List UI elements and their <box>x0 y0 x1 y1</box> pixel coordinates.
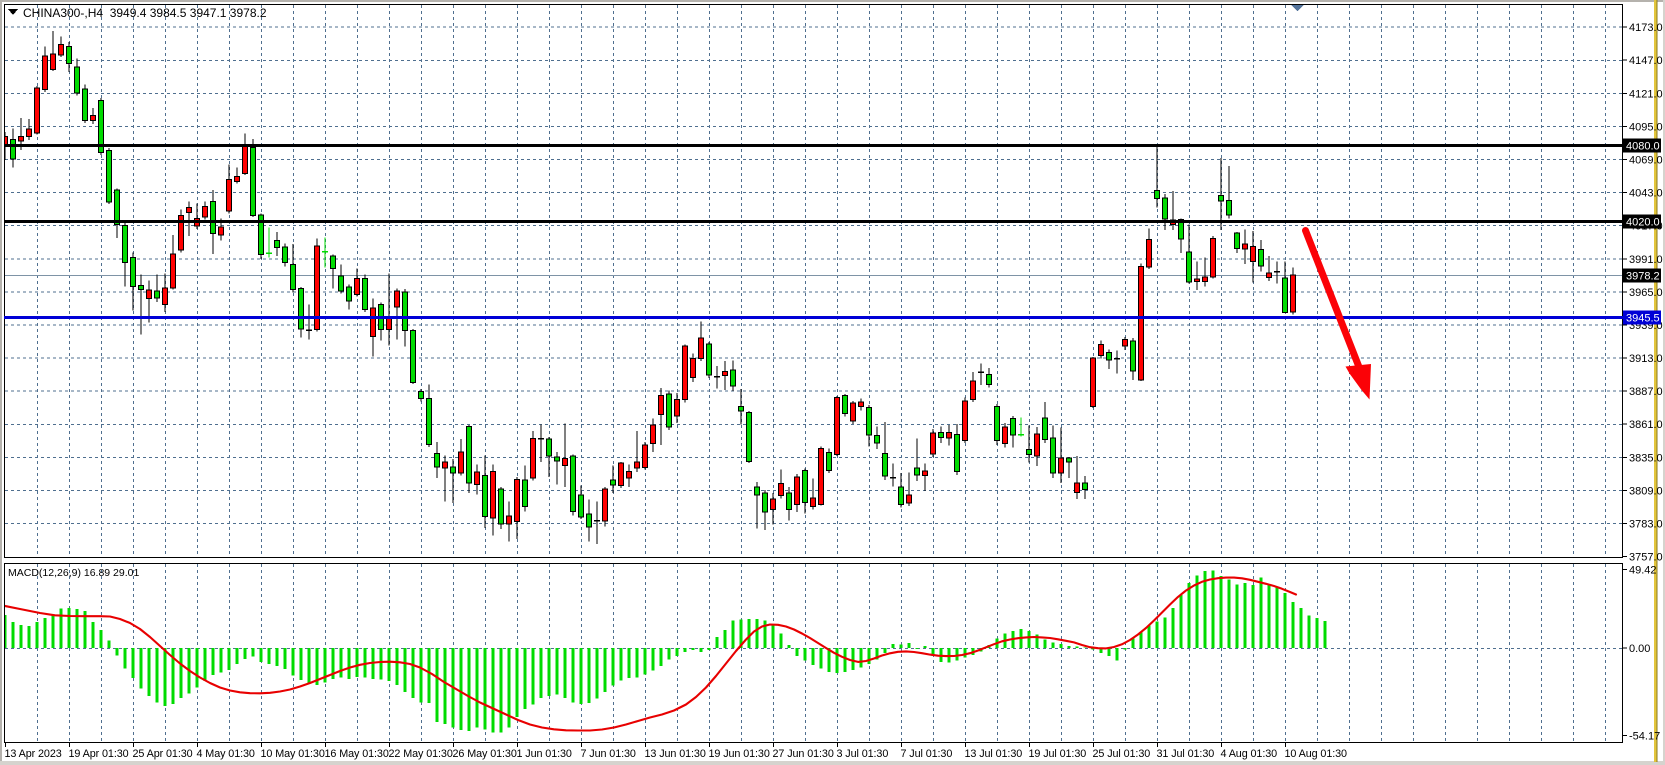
svg-text:7 Jul 01:30: 7 Jul 01:30 <box>901 748 953 760</box>
svg-text:10 Aug 01:30: 10 Aug 01:30 <box>1285 748 1348 760</box>
svg-text:3887.0: 3887.0 <box>1629 386 1663 398</box>
svg-text:1 Jun 01:30: 1 Jun 01:30 <box>517 748 572 760</box>
svg-text:-54.17: -54.17 <box>1629 731 1660 743</box>
svg-text:3861.0: 3861.0 <box>1629 419 1663 431</box>
svg-text:49.42: 49.42 <box>1629 565 1657 577</box>
svg-text:16 May 01:30: 16 May 01:30 <box>325 748 389 760</box>
svg-text:4043.0: 4043.0 <box>1629 188 1663 200</box>
svg-text:3965.0: 3965.0 <box>1629 287 1663 299</box>
svg-text:3809.0: 3809.0 <box>1629 485 1663 497</box>
svg-text:25 Apr 01:30: 25 Apr 01:30 <box>133 748 193 760</box>
svg-text:4095.0: 4095.0 <box>1629 121 1663 133</box>
svg-text:3783.0: 3783.0 <box>1629 518 1663 530</box>
svg-text:3945.5: 3945.5 <box>1626 313 1660 325</box>
svg-text:22 May 01:30: 22 May 01:30 <box>389 748 453 760</box>
svg-text:4147.0: 4147.0 <box>1629 55 1663 67</box>
svg-text:19 Jul 01:30: 19 Jul 01:30 <box>1029 748 1087 760</box>
svg-text:7 Jun 01:30: 7 Jun 01:30 <box>581 748 636 760</box>
svg-text:19 Jun 01:30: 19 Jun 01:30 <box>709 748 770 760</box>
svg-text:4 May 01:30: 4 May 01:30 <box>197 748 255 760</box>
svg-text:CHINA300-,H4 3949.4 3984.5 39: CHINA300-,H4 3949.4 3984.5 3947.1 3978.2 <box>23 6 267 20</box>
svg-text:4121.0: 4121.0 <box>1629 88 1663 100</box>
svg-text:0.00: 0.00 <box>1629 643 1650 655</box>
svg-text:25 Jul 01:30: 25 Jul 01:30 <box>1093 748 1151 760</box>
svg-text:27 Jun 01:30: 27 Jun 01:30 <box>773 748 834 760</box>
svg-text:3913.0: 3913.0 <box>1629 353 1663 365</box>
svg-text:19 Apr 01:30: 19 Apr 01:30 <box>69 748 129 760</box>
svg-text:3 Jul 01:30: 3 Jul 01:30 <box>837 748 889 760</box>
svg-text:4020.0: 4020.0 <box>1626 217 1660 229</box>
svg-text:3835.0: 3835.0 <box>1629 452 1663 464</box>
svg-text:4173.0: 4173.0 <box>1629 22 1663 34</box>
svg-text:26 May 01:30: 26 May 01:30 <box>453 748 517 760</box>
svg-text:10 May 01:30: 10 May 01:30 <box>261 748 325 760</box>
svg-text:13 Jul 01:30: 13 Jul 01:30 <box>965 748 1023 760</box>
svg-text:3991.0: 3991.0 <box>1629 254 1663 266</box>
svg-text:3757.0: 3757.0 <box>1629 552 1663 564</box>
svg-text:MACD(12,26,9) 16.89 29.01: MACD(12,26,9) 16.89 29.01 <box>8 567 139 579</box>
svg-text:13 Apr 2023: 13 Apr 2023 <box>5 748 62 760</box>
svg-text:31 Jul 01:30: 31 Jul 01:30 <box>1157 748 1215 760</box>
svg-text:13 Jun 01:30: 13 Jun 01:30 <box>645 748 706 760</box>
svg-text:4069.0: 4069.0 <box>1629 154 1663 166</box>
svg-text:4080.0: 4080.0 <box>1626 141 1660 153</box>
svg-text:4 Aug 01:30: 4 Aug 01:30 <box>1221 748 1278 760</box>
svg-text:3978.2: 3978.2 <box>1626 271 1660 283</box>
